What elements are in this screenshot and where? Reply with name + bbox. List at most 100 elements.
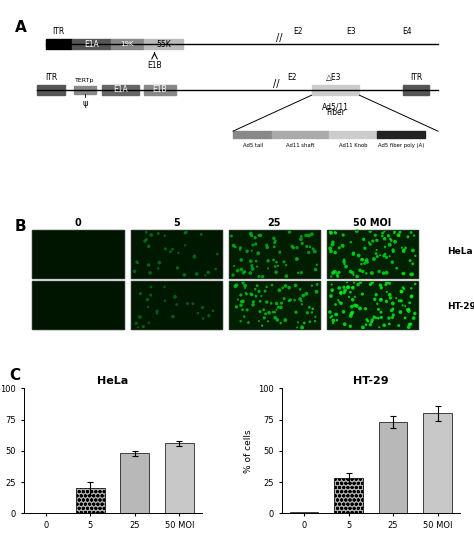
Point (283, 272, 290, 280)
Point (332, 310, 340, 319)
Point (397, 307, 404, 316)
Bar (327, 282, 419, 329)
Point (399, 301, 406, 310)
Bar (32, 230, 124, 278)
Point (363, 315, 371, 324)
Point (398, 243, 406, 252)
Point (194, 309, 202, 317)
Point (306, 242, 314, 251)
Point (393, 264, 401, 273)
Point (351, 301, 359, 310)
Point (153, 309, 161, 318)
Point (280, 257, 288, 266)
Point (400, 247, 408, 256)
Point (199, 303, 206, 312)
Point (348, 308, 356, 317)
Point (288, 242, 296, 251)
Point (377, 281, 384, 290)
Point (377, 313, 385, 322)
Point (268, 281, 276, 290)
Point (134, 323, 142, 332)
Text: //: // (273, 79, 280, 89)
Point (337, 289, 345, 298)
Point (253, 282, 261, 290)
Point (398, 296, 405, 305)
Point (292, 281, 299, 290)
Point (311, 317, 319, 326)
Point (274, 303, 282, 312)
Point (274, 262, 282, 270)
Point (329, 269, 337, 278)
Point (372, 231, 379, 240)
Point (184, 299, 191, 308)
Point (405, 305, 412, 314)
Point (243, 247, 251, 256)
Point (234, 295, 242, 304)
Point (256, 231, 264, 240)
Text: E3: E3 (346, 28, 356, 36)
Point (383, 268, 390, 277)
Point (353, 227, 361, 236)
Point (205, 311, 213, 320)
Title: HT-29: HT-29 (353, 376, 389, 386)
Point (355, 251, 363, 260)
Point (326, 307, 334, 316)
Point (258, 321, 266, 330)
Point (166, 247, 174, 256)
Point (377, 283, 385, 292)
Point (368, 269, 375, 278)
Point (306, 303, 313, 312)
Point (349, 295, 356, 304)
Point (242, 289, 249, 298)
Point (299, 239, 306, 248)
Point (145, 319, 153, 327)
Point (411, 280, 419, 289)
Bar (130, 230, 222, 278)
Bar (423, 413, 452, 513)
Point (155, 264, 162, 273)
Text: HT-29: HT-29 (447, 302, 474, 311)
Point (241, 281, 249, 290)
Bar (334, 479, 363, 513)
Point (234, 266, 241, 275)
Text: E4: E4 (402, 28, 412, 36)
Text: TERTp: TERTp (75, 78, 94, 83)
Point (331, 267, 339, 276)
Point (405, 306, 412, 315)
Point (406, 320, 413, 329)
Text: 55K: 55K (156, 40, 171, 49)
Point (252, 291, 260, 300)
Point (309, 305, 317, 314)
Point (239, 278, 247, 287)
Point (339, 241, 346, 250)
Point (345, 283, 352, 291)
Bar (327, 282, 419, 329)
Point (283, 261, 290, 269)
Point (385, 231, 392, 240)
Bar (329, 131, 377, 137)
Point (360, 235, 367, 244)
Point (259, 272, 266, 281)
Point (232, 282, 239, 290)
Point (358, 290, 366, 299)
Point (335, 296, 342, 305)
Point (285, 283, 293, 292)
Point (282, 316, 289, 325)
Point (368, 278, 376, 287)
Point (347, 267, 355, 276)
Point (351, 293, 359, 301)
Point (361, 244, 369, 253)
Point (273, 299, 281, 308)
Point (362, 320, 370, 329)
Point (409, 246, 417, 255)
Point (327, 247, 335, 256)
Point (291, 243, 298, 252)
Point (359, 255, 366, 264)
Point (332, 229, 339, 237)
Point (189, 299, 197, 308)
Point (255, 231, 263, 240)
Point (386, 252, 393, 261)
Point (308, 281, 316, 290)
Point (273, 305, 280, 314)
Point (243, 305, 251, 314)
